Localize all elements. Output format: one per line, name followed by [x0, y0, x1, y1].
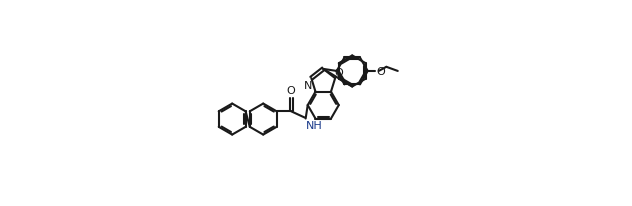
Text: NH: NH [306, 120, 322, 130]
Text: O: O [376, 67, 385, 77]
Text: O: O [334, 68, 343, 78]
Text: N: N [303, 81, 312, 91]
Text: O: O [287, 86, 296, 96]
